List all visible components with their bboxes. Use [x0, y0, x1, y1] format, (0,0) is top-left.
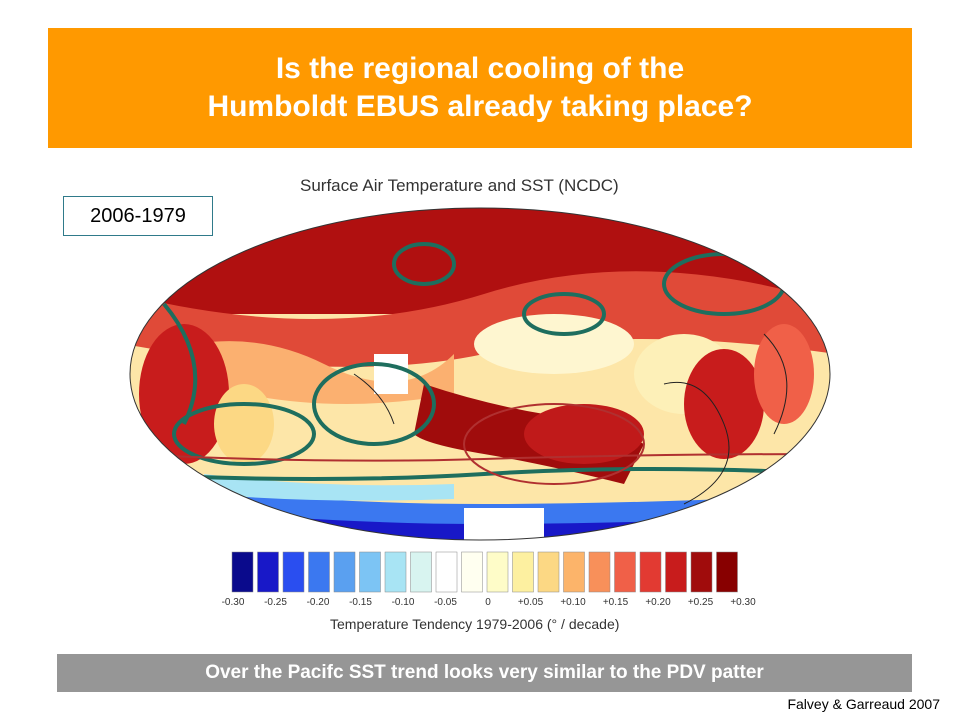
colorbar-swatch — [665, 551, 687, 593]
colorbar — [231, 551, 738, 593]
colorbar-swatch — [282, 551, 305, 593]
colorbar-swatch — [639, 551, 662, 593]
colorbar-swatch — [257, 551, 279, 593]
colorbar-swatch — [486, 551, 509, 593]
colorbar-swatch — [308, 551, 330, 593]
map-title: Surface Air Temperature and SST (NCDC) — [300, 176, 619, 195]
footer-bar: Over the Pacifc SST trend looks very sim… — [57, 654, 912, 692]
title-line-1: Is the regional cooling of the — [275, 52, 685, 85]
temperature-trend-map — [124, 204, 836, 549]
colorbar-swatch — [461, 551, 483, 593]
colorbar-swatch — [716, 551, 738, 593]
colorbar-tick-label: +0.10 — [560, 597, 586, 608]
colorbar-tick-label: -0.25 — [264, 597, 287, 608]
colorbar-tick-label: +0.20 — [645, 597, 671, 608]
colorbar-tick-label: 0 — [485, 597, 491, 608]
credit-text: Falvey & Garreaud 2007 — [787, 696, 940, 712]
colorbar-tick-label: -0.20 — [306, 597, 330, 608]
colorbar-swatch — [410, 551, 432, 593]
colorbar-tick-label: -0.30 — [221, 597, 245, 608]
colorbar-tick-label: -0.05 — [434, 597, 457, 608]
colorbar-tick-label: +0.15 — [602, 597, 629, 608]
colorbar-tick-label: -0.10 — [391, 597, 415, 608]
title-banner: Is the regional cooling of the Humboldt … — [48, 28, 912, 148]
colorbar-swatch — [614, 551, 636, 593]
colorbar-swatch — [512, 551, 534, 593]
colorbar-swatch — [231, 551, 254, 593]
colorbar-swatch — [359, 551, 381, 593]
colorbar-title: Temperature Tendency 1979-2006 (° / deca… — [330, 616, 620, 632]
colorbar-tick-label: +0.25 — [687, 597, 714, 608]
colorbar-tick-label: +0.30 — [730, 597, 756, 608]
period-label: 2006-1979 — [63, 196, 213, 236]
colorbar-swatch — [563, 551, 585, 593]
colorbar-swatch — [333, 551, 356, 593]
colorbar-swatch — [588, 551, 611, 593]
colorbar-swatch — [384, 551, 407, 593]
colorbar-swatch — [690, 551, 713, 593]
colorbar-tick-label: +0.05 — [517, 597, 544, 608]
colorbar-tick-label: -0.15 — [349, 597, 372, 608]
title-line-2: Humboldt EBUS already taking place? — [207, 90, 753, 123]
colorbar-swatch — [435, 551, 458, 593]
colorbar-swatch — [537, 551, 560, 593]
